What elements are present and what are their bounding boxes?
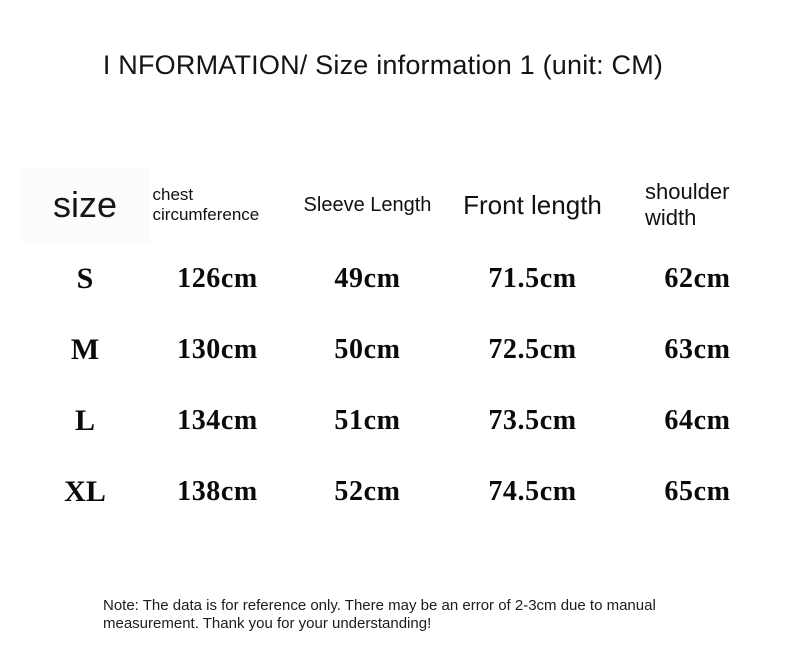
front-cell: 74.5cm <box>488 475 577 507</box>
column-header-shoulder-width: shoulder width <box>645 178 730 230</box>
sleeve-cell: 52cm <box>334 475 401 507</box>
size-cell: L <box>74 403 95 437</box>
shoulder-cell: 65cm <box>664 475 731 507</box>
shoulder-cell: 62cm <box>664 262 731 294</box>
shoulder-cell: 64cm <box>664 404 731 436</box>
column-header-size: size <box>20 167 150 243</box>
chest-cell: 138cm <box>177 475 258 507</box>
chest-cell: 130cm <box>177 333 258 365</box>
size-table: size chest circumference Sleeve Length F… <box>20 167 780 527</box>
front-cell: 71.5cm <box>488 262 577 294</box>
chest-cell: 126cm <box>177 262 258 294</box>
front-cell: 72.5cm <box>488 333 577 365</box>
size-cell: XL <box>64 474 106 508</box>
front-cell: 73.5cm <box>488 404 577 436</box>
column-header-chest-circumference: chest circumference <box>152 184 260 224</box>
chest-cell: 134cm <box>177 404 258 436</box>
note-text: Note: The data is for reference only. Th… <box>103 597 656 632</box>
sleeve-cell: 50cm <box>334 333 401 365</box>
sleeve-cell: 51cm <box>334 404 401 436</box>
size-cell: M <box>70 332 100 366</box>
column-header-sleeve-length: Sleeve Length <box>303 193 432 216</box>
sleeve-cell: 49cm <box>334 262 401 294</box>
page-title: I NFORMATION/ Size information 1 (unit: … <box>102 50 664 80</box>
size-cell: S <box>76 261 94 295</box>
column-header-front-length: Front length <box>463 189 602 220</box>
shoulder-cell: 63cm <box>664 333 731 365</box>
